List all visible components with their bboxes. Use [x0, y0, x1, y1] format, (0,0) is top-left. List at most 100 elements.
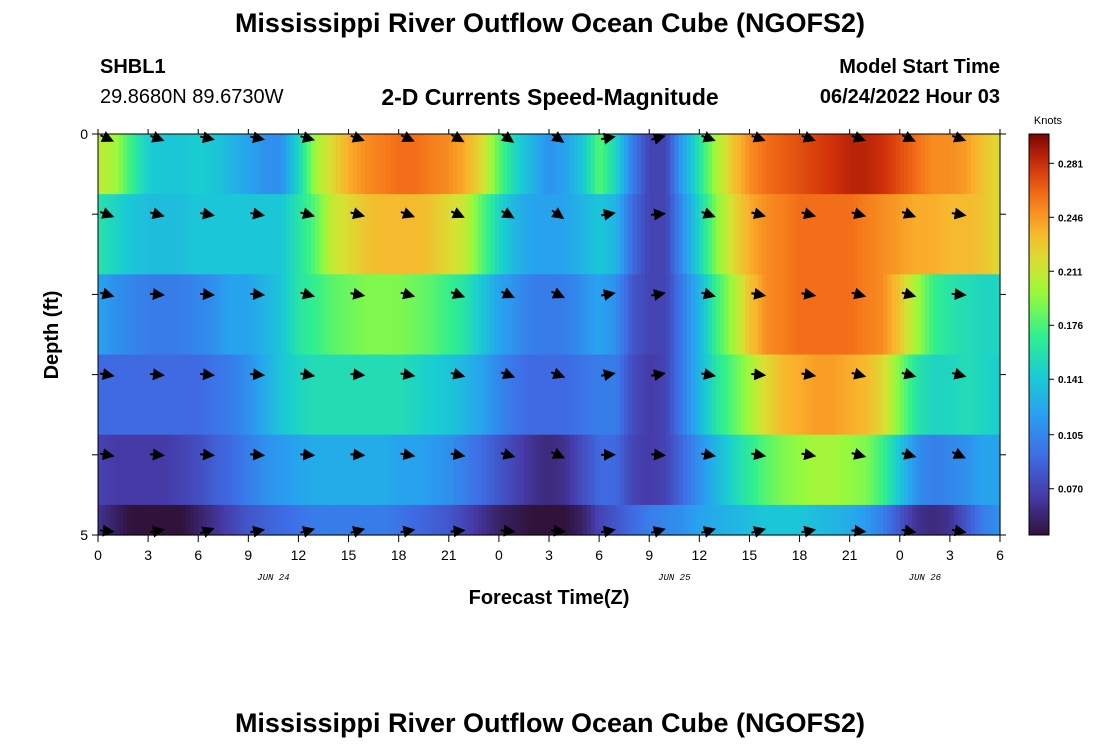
- x-tick-label: 6: [595, 547, 603, 563]
- heatmap-cell: [966, 504, 972, 536]
- heatmap-cell: [260, 274, 266, 356]
- heatmap-cell: [302, 434, 308, 506]
- heatmap-cell: [557, 434, 563, 506]
- heatmap-cell: [118, 194, 124, 275]
- heatmap-cell: [945, 274, 951, 356]
- heatmap-cell: [135, 434, 141, 506]
- heatmap-cell: [820, 434, 826, 506]
- x-tick-label: 3: [946, 547, 954, 563]
- heatmap-cell: [294, 504, 300, 536]
- heatmap-cell: [486, 274, 492, 356]
- heatmap-cell: [565, 274, 571, 356]
- heatmap-cell: [486, 194, 492, 275]
- heatmap-cell: [995, 194, 1001, 275]
- heatmap-cell: [482, 434, 487, 506]
- heatmap-cell: [695, 274, 700, 356]
- heatmap-cell: [227, 194, 233, 275]
- heatmap-cell: [156, 354, 162, 436]
- heatmap-cell: [615, 504, 621, 536]
- heatmap-cell: [849, 434, 855, 506]
- heatmap-cell: [381, 274, 387, 356]
- heatmap-cell: [214, 194, 220, 275]
- heatmap-cell: [645, 134, 650, 195]
- heatmap-cell: [991, 504, 997, 536]
- heatmap-cell: [874, 434, 880, 506]
- heatmap-cell: [344, 134, 350, 195]
- heatmap-cell: [778, 504, 784, 536]
- heatmap-cell: [958, 134, 964, 195]
- heatmap-cell: [887, 434, 893, 506]
- heatmap-cell: [549, 434, 554, 506]
- heatmap-cell: [549, 134, 554, 195]
- heatmap-cell: [983, 434, 989, 506]
- heatmap-cell: [327, 354, 333, 436]
- heatmap-cell: [135, 134, 141, 195]
- heatmap-cell: [98, 274, 103, 356]
- heatmap-cell: [686, 194, 692, 275]
- heatmap-cell: [590, 274, 596, 356]
- heatmap-cell: [348, 134, 354, 195]
- heatmap-cell: [323, 274, 329, 356]
- heatmap-cell: [770, 354, 776, 436]
- heatmap-cell: [653, 274, 659, 356]
- heatmap-cell: [820, 134, 826, 195]
- heatmap-cell: [503, 504, 508, 536]
- heatmap-cell: [929, 274, 934, 356]
- heatmap-cell: [582, 274, 588, 356]
- heatmap-cell: [210, 354, 216, 436]
- heatmap-cell: [540, 354, 546, 436]
- heatmap-cell: [469, 194, 475, 275]
- heatmap-cell: [507, 134, 513, 195]
- heatmap-cell: [123, 134, 128, 195]
- heatmap-cell: [649, 274, 654, 356]
- heatmap-cell: [916, 434, 922, 506]
- heatmap-cell: [736, 194, 742, 275]
- current-vector-arrow: [500, 131, 515, 143]
- heatmap-cell: [448, 194, 454, 275]
- heatmap-cell: [390, 274, 396, 356]
- heatmap-cell: [152, 434, 158, 506]
- heatmap-cell: [987, 134, 993, 195]
- heatmap-cell: [753, 274, 759, 356]
- heatmap-cell: [603, 504, 609, 536]
- heatmap-cell: [603, 194, 609, 275]
- heatmap-cell: [962, 274, 968, 356]
- current-vector-arrow: [450, 287, 466, 299]
- heatmap-cell: [532, 134, 538, 195]
- heatmap-cell: [185, 134, 191, 195]
- heatmap-cell: [954, 504, 959, 536]
- heatmap-cell: [887, 134, 893, 195]
- heatmap-cell: [962, 134, 968, 195]
- heatmap-cell: [787, 134, 792, 195]
- heatmap-cell: [482, 194, 487, 275]
- heatmap-cell: [599, 354, 604, 436]
- heatmap-cell: [206, 194, 212, 275]
- heatmap-cell: [837, 354, 842, 436]
- heatmap-cell: [260, 134, 266, 195]
- heatmap-cell: [970, 504, 976, 536]
- heatmap-cell: [653, 434, 659, 506]
- current-vector-arrow: [751, 448, 767, 461]
- heatmap-cell: [979, 134, 984, 195]
- heatmap-cell: [452, 194, 458, 275]
- heatmap-cell: [373, 274, 379, 356]
- heatmap-cell: [440, 194, 446, 275]
- heatmap-cell: [979, 194, 984, 275]
- heatmap-cell: [983, 504, 989, 536]
- heatmap-cell: [795, 134, 801, 195]
- heatmap-cell: [874, 134, 880, 195]
- heatmap-cell: [273, 194, 279, 275]
- heatmap-cell: [895, 434, 901, 506]
- heatmap-cell: [837, 274, 842, 356]
- heatmap-cell: [770, 134, 776, 195]
- current-vector-arrow: [99, 524, 115, 537]
- current-vector-arrow: [501, 207, 515, 219]
- heatmap-cell: [285, 134, 291, 195]
- heatmap-cell: [415, 434, 421, 506]
- current-vector-arrow: [200, 368, 216, 381]
- heatmap-cell: [607, 354, 613, 436]
- heatmap-cell: [503, 274, 508, 356]
- colorbar-tick-label: 0.141: [1058, 375, 1083, 386]
- heatmap-cell: [883, 434, 888, 506]
- heatmap-cell: [983, 354, 989, 436]
